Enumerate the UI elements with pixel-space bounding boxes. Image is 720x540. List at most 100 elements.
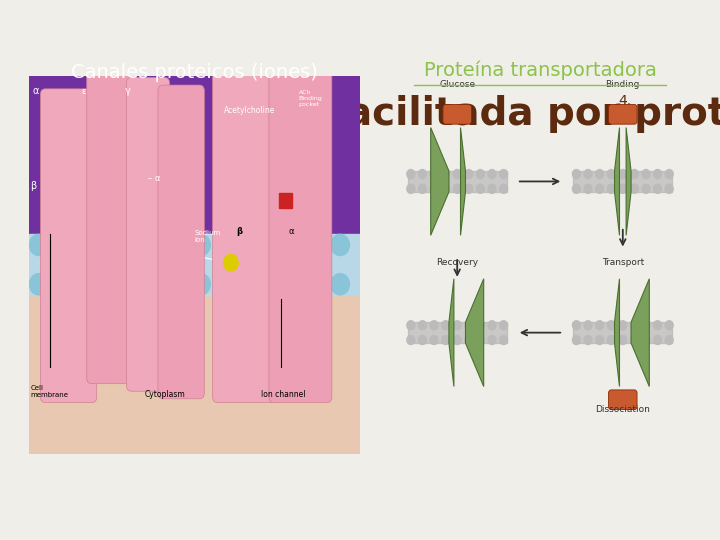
Circle shape	[584, 184, 592, 193]
Circle shape	[407, 321, 415, 330]
Circle shape	[192, 234, 210, 255]
Circle shape	[441, 321, 449, 330]
FancyBboxPatch shape	[608, 390, 637, 409]
Circle shape	[631, 321, 639, 330]
Circle shape	[145, 234, 164, 255]
Circle shape	[488, 184, 496, 193]
Circle shape	[500, 335, 508, 345]
Circle shape	[407, 184, 415, 193]
Text: ε: ε	[82, 87, 86, 97]
Circle shape	[607, 335, 615, 345]
Circle shape	[122, 234, 140, 255]
Circle shape	[53, 274, 71, 295]
Circle shape	[284, 234, 303, 255]
Circle shape	[465, 335, 473, 345]
Circle shape	[631, 335, 639, 345]
Circle shape	[453, 335, 462, 345]
Circle shape	[584, 170, 592, 179]
Text: Sodium
ion: Sodium ion	[194, 230, 220, 243]
Circle shape	[595, 335, 603, 345]
Circle shape	[223, 254, 238, 271]
Circle shape	[53, 234, 71, 255]
Circle shape	[261, 234, 280, 255]
Circle shape	[284, 274, 303, 295]
Circle shape	[261, 274, 280, 295]
Text: Binding: Binding	[606, 80, 640, 89]
Text: α: α	[289, 227, 294, 237]
Circle shape	[331, 234, 349, 255]
Circle shape	[631, 170, 639, 179]
Circle shape	[215, 274, 233, 295]
Circle shape	[631, 184, 639, 193]
Circle shape	[30, 274, 48, 295]
Circle shape	[418, 335, 426, 345]
Circle shape	[307, 274, 326, 295]
Circle shape	[453, 170, 462, 179]
FancyBboxPatch shape	[212, 51, 276, 403]
Circle shape	[418, 321, 426, 330]
Circle shape	[595, 321, 603, 330]
Circle shape	[500, 184, 508, 193]
FancyBboxPatch shape	[127, 77, 170, 391]
Text: γ: γ	[125, 86, 131, 97]
Text: Canales proteicos (iones): Canales proteicos (iones)	[71, 63, 318, 83]
Polygon shape	[626, 127, 631, 235]
FancyBboxPatch shape	[269, 51, 332, 403]
Circle shape	[488, 170, 496, 179]
Circle shape	[488, 335, 496, 345]
Text: Glucose: Glucose	[439, 80, 475, 89]
Circle shape	[607, 170, 615, 179]
Circle shape	[30, 234, 48, 255]
Circle shape	[465, 170, 473, 179]
Circle shape	[500, 321, 508, 330]
Text: Difusión facilitada por proteína: Difusión facilitada por proteína	[135, 94, 720, 133]
Circle shape	[441, 184, 449, 193]
Polygon shape	[631, 279, 649, 387]
Circle shape	[654, 335, 662, 345]
Bar	[29, 295, 360, 454]
Circle shape	[665, 184, 673, 193]
Text: ACh
Binding
pocket: ACh Binding pocket	[299, 90, 323, 107]
Circle shape	[665, 170, 673, 179]
Circle shape	[453, 184, 462, 193]
Polygon shape	[615, 279, 619, 387]
Circle shape	[607, 321, 615, 330]
FancyBboxPatch shape	[40, 89, 96, 403]
Circle shape	[572, 170, 580, 179]
FancyBboxPatch shape	[86, 70, 137, 383]
Circle shape	[477, 335, 485, 345]
Circle shape	[145, 274, 164, 295]
Circle shape	[465, 184, 473, 193]
Circle shape	[215, 234, 233, 255]
Circle shape	[488, 321, 496, 330]
Circle shape	[441, 170, 449, 179]
Circle shape	[168, 234, 187, 255]
Circle shape	[430, 184, 438, 193]
Text: β: β	[236, 227, 242, 237]
Circle shape	[477, 184, 485, 193]
Circle shape	[407, 170, 415, 179]
Text: Proteína transportadora: Proteína transportadora	[423, 60, 657, 80]
Circle shape	[618, 170, 627, 179]
Circle shape	[418, 184, 426, 193]
Text: – α: – α	[148, 174, 161, 184]
Circle shape	[99, 274, 117, 295]
Circle shape	[665, 321, 673, 330]
Circle shape	[418, 170, 426, 179]
Polygon shape	[461, 127, 466, 235]
Circle shape	[654, 170, 662, 179]
Text: β: β	[30, 181, 37, 191]
Circle shape	[642, 184, 650, 193]
Circle shape	[76, 234, 94, 255]
Circle shape	[642, 170, 650, 179]
Circle shape	[665, 335, 673, 345]
Bar	[573, 322, 672, 343]
Circle shape	[331, 274, 349, 295]
Text: α: α	[32, 86, 38, 97]
Polygon shape	[431, 127, 449, 235]
Bar	[408, 322, 507, 343]
Bar	[408, 171, 507, 192]
Polygon shape	[466, 279, 484, 387]
Circle shape	[572, 321, 580, 330]
Circle shape	[584, 335, 592, 345]
